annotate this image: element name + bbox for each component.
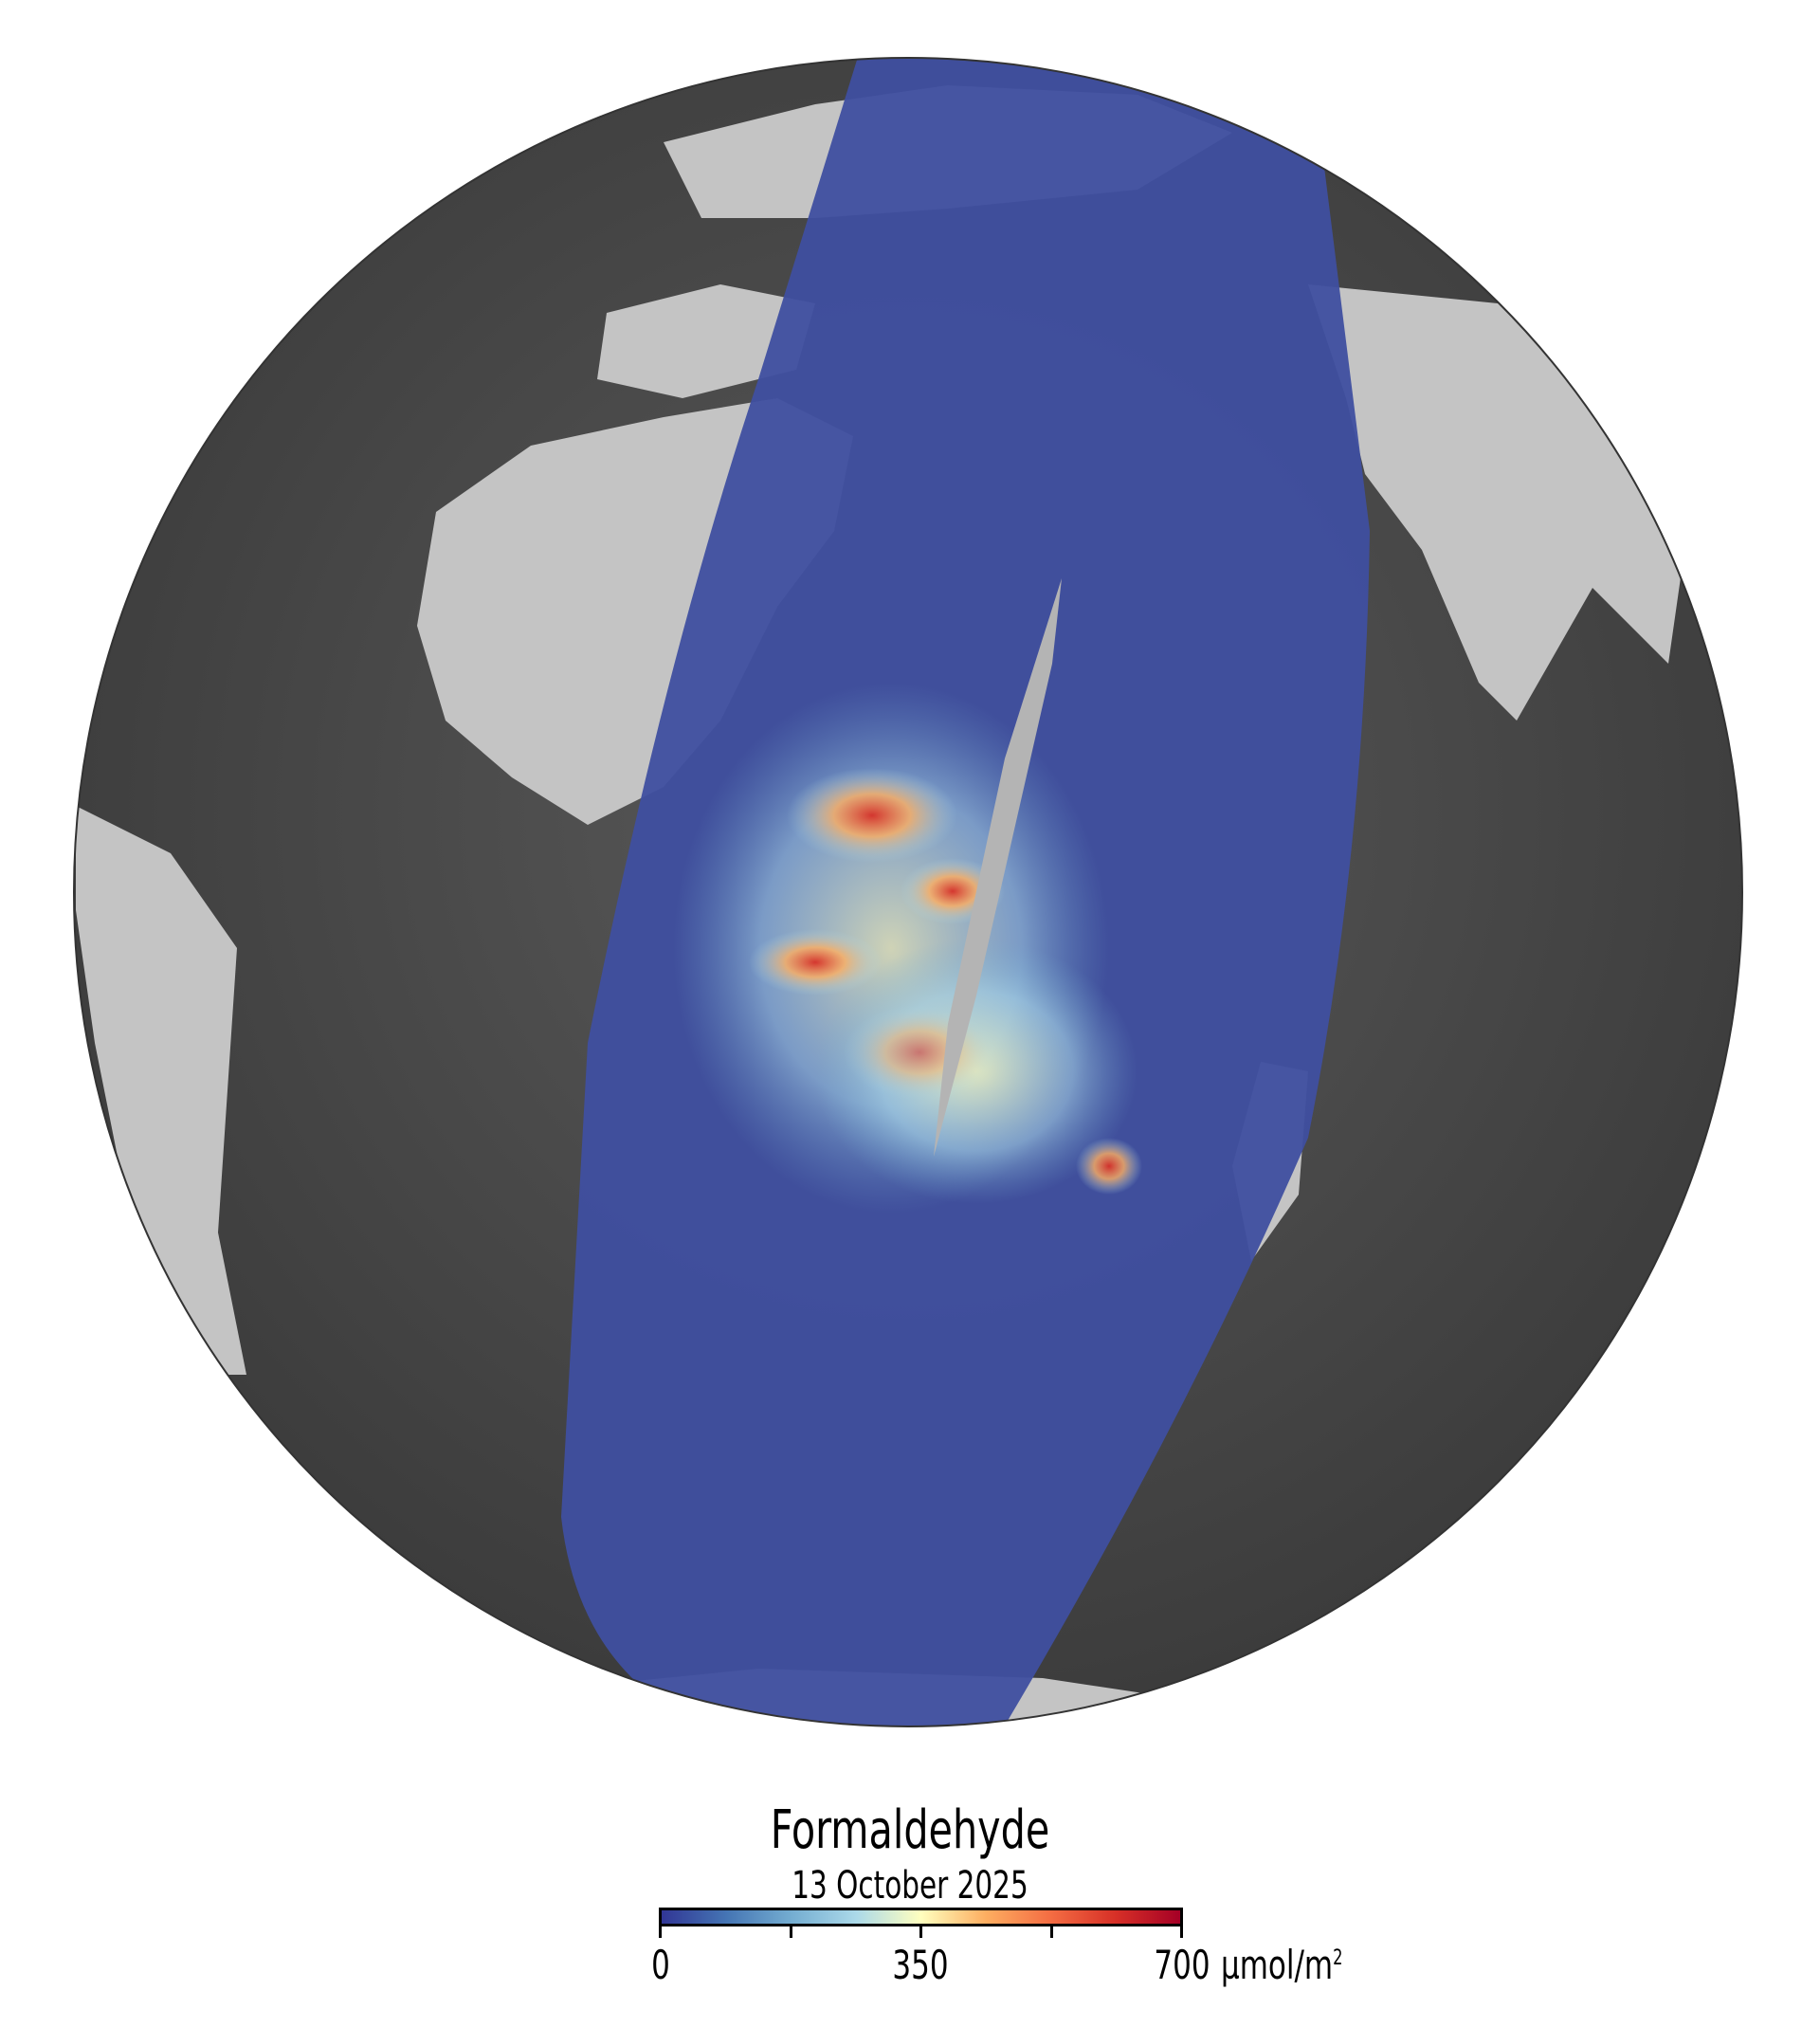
- map-title: Formaldehyde: [770, 1799, 1050, 1861]
- unit-exponent: 2: [1333, 1946, 1343, 1970]
- unit-text: µmol/m: [1221, 1942, 1334, 1988]
- colorbar-label-max: 700: [1154, 1942, 1210, 1988]
- colorbar: [659, 1908, 1183, 1927]
- colorbar-tick: [790, 1927, 792, 1938]
- colorbar-tick: [919, 1927, 922, 1938]
- colorbar-label-min: 0: [651, 1942, 670, 1988]
- colorbar-tick: [1180, 1927, 1183, 1938]
- colorbar-tick: [1050, 1927, 1053, 1938]
- colorbar-tick: [659, 1927, 662, 1938]
- map-date: 13 October 2025: [792, 1864, 1028, 1908]
- colorbar-unit: µmol/m2: [1221, 1942, 1342, 1988]
- data-gap: [934, 578, 1062, 1157]
- globe-map: [73, 57, 1743, 1727]
- colorbar-label-mid: 350: [892, 1942, 949, 1988]
